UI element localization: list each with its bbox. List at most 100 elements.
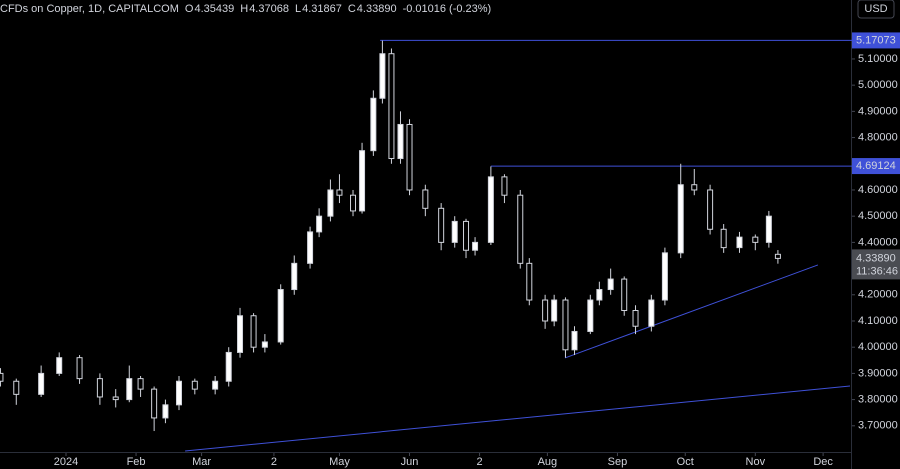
- candle-body: [632, 310, 639, 327]
- y-tick-label: 3.90000: [858, 367, 898, 379]
- candle-body: [571, 330, 578, 351]
- y-tick-label: 4.50000: [858, 210, 898, 222]
- x-tick-label: Feb: [127, 456, 146, 468]
- candle-body: [388, 53, 395, 160]
- candle-body: [96, 378, 103, 398]
- candle-body: [542, 299, 549, 322]
- candle-body: [126, 378, 133, 401]
- x-tick-label: 2: [271, 456, 277, 468]
- candle-body: [661, 252, 668, 301]
- candle-body: [370, 97, 377, 152]
- candle-body: [677, 184, 684, 254]
- candle-body: [191, 380, 198, 390]
- x-tick-label: May: [329, 456, 350, 468]
- candle-body: [162, 404, 169, 419]
- candle-body: [112, 396, 119, 401]
- x-tick-label: 2024: [54, 456, 78, 468]
- ohlc-key: L: [295, 3, 301, 15]
- candle-body: [551, 299, 558, 322]
- candle-body: [736, 236, 743, 249]
- candle-body: [422, 189, 429, 209]
- x-tick-label: 2: [477, 456, 483, 468]
- level-price-box: [852, 158, 900, 175]
- ohlc-value: 4.33890: [357, 3, 397, 15]
- candle-body: [765, 215, 772, 243]
- candle-body: [707, 189, 714, 230]
- legend-header: CFDs on Copper, 1D, CAPITALCOM O 4.35439 H…: [0, 3, 491, 15]
- candle-body: [175, 380, 182, 406]
- candle-body: [237, 315, 244, 353]
- x-tick-label: Dec: [813, 456, 833, 468]
- candle-body: [397, 123, 404, 160]
- candle-body: [359, 150, 366, 212]
- candle-body: [336, 189, 343, 196]
- candle-body: [277, 289, 284, 343]
- currency-button[interactable]: [857, 0, 895, 19]
- last-price-label: 4.33890: [856, 252, 896, 264]
- candle-body: [501, 176, 508, 196]
- ohlc-value: 4.31867: [302, 3, 342, 15]
- candle-body: [0, 372, 4, 382]
- candle-body: [438, 207, 445, 243]
- ohlc-change: -0.01016 (-0.23%): [403, 3, 492, 15]
- candle-body: [720, 228, 727, 249]
- candle-body: [137, 378, 144, 390]
- candle-body: [562, 299, 569, 351]
- candle-body: [607, 278, 614, 291]
- y-tick-label: 4.80000: [858, 131, 898, 143]
- level-price-box: [852, 32, 900, 49]
- ohlc-value: 4.37068: [249, 3, 289, 15]
- x-tick-label: Oct: [677, 456, 694, 468]
- symbol-title: CFDs on Copper, 1D, CAPITALCOM: [0, 3, 179, 15]
- candle-body: [752, 236, 759, 243]
- candle-body: [406, 123, 413, 191]
- x-tick-label: Sep: [608, 456, 628, 468]
- candle-body: [212, 380, 219, 390]
- y-tick-label: 3.80000: [858, 394, 898, 406]
- level-price-label: 4.69124: [856, 160, 896, 172]
- candle-body: [316, 215, 323, 233]
- candle-body: [472, 241, 479, 251]
- candle-body: [250, 315, 257, 348]
- candle-body: [76, 357, 83, 380]
- candle-body: [350, 194, 357, 212]
- candle-body: [151, 388, 158, 419]
- level-price-label: 5.17073: [856, 34, 896, 46]
- currency-label[interactable]: USD: [864, 3, 887, 15]
- candle-body: [463, 220, 470, 251]
- ohlc-value: 4.35439: [194, 3, 234, 15]
- candle-body: [327, 189, 334, 217]
- y-tick-label: 4.40000: [858, 236, 898, 248]
- candle-body: [587, 299, 594, 332]
- candle-body: [487, 176, 494, 243]
- candle-body: [774, 253, 781, 259]
- y-tick-label: 5.00000: [858, 79, 898, 91]
- y-tick-label: 4.10000: [858, 315, 898, 327]
- last-price-box: [852, 249, 900, 280]
- y-tick-label: 3.70000: [858, 420, 898, 432]
- candle-body: [596, 289, 603, 301]
- candle-body: [621, 278, 628, 312]
- candle-body: [451, 220, 458, 243]
- y-tick-label: 4.20000: [858, 289, 898, 301]
- axes: 3.70000 3.80000 3.90000 4.00000 4.10000 4.200…: [54, 32, 900, 468]
- candle-body: [517, 194, 524, 264]
- candle-body: [691, 184, 698, 191]
- x-tick-label: Mar: [192, 456, 211, 468]
- trendline: [564, 264, 819, 359]
- y-tick-label: 4.60000: [858, 184, 898, 196]
- ohlc-key: C: [348, 3, 356, 15]
- candle-body: [648, 299, 655, 327]
- ohlc-key: O: [185, 3, 194, 15]
- y-tick-label: 4.90000: [858, 105, 898, 117]
- countdown-label: 11:36:46: [856, 265, 898, 277]
- y-tick-label: 5.10000: [858, 53, 898, 65]
- candle-body: [291, 262, 298, 291]
- candle-body: [526, 262, 533, 301]
- y-tick-label: 4.00000: [858, 341, 898, 353]
- x-tick-label: Nov: [746, 456, 766, 468]
- candle-body: [379, 53, 386, 99]
- trendline: [185, 385, 851, 452]
